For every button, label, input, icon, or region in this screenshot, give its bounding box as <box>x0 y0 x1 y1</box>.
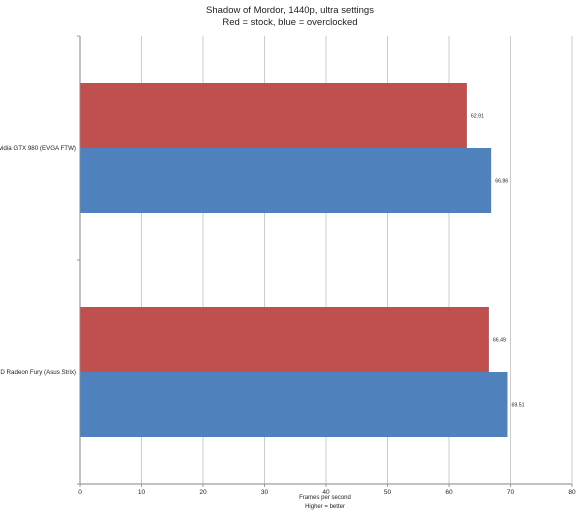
axes: Nvidia GTX 980 (EVGA FTW) AMD Radeon Fury… <box>0 35 576 496</box>
bar <box>80 307 489 372</box>
x-axis-title: Frames per second <box>299 495 351 501</box>
x-tick-label: 40 <box>322 489 330 496</box>
x-tick-label: 80 <box>568 489 576 496</box>
chart-title: Shadow of Mordor, 1440p, ultra settings <box>206 5 374 16</box>
category-label: AMD Radeon Fury (Asus Strix) <box>0 369 76 376</box>
x-tick-label: 10 <box>138 489 146 496</box>
bar <box>80 148 492 213</box>
x-tick-label: 30 <box>261 489 269 496</box>
data-label: 66.49 <box>493 338 506 344</box>
x-tick-label: 50 <box>384 489 392 496</box>
x-tick-label: 70 <box>507 489 515 496</box>
data-label: 62.91 <box>471 114 484 120</box>
x-tick-label: 20 <box>199 489 207 496</box>
category-label: Nvidia GTX 980 (EVGA FTW) <box>0 145 76 152</box>
bar <box>80 83 467 148</box>
x-tick-label: 60 <box>445 489 453 496</box>
chart-subtitle: Red = stock, blue = overclocked <box>222 17 357 28</box>
x-tick-label: 0 <box>78 489 82 496</box>
data-label: 69.51 <box>511 403 524 409</box>
data-label: 66.86 <box>495 179 508 185</box>
bars: 62.91 66.86 66.49 69.51 <box>80 83 525 437</box>
x-axis-subtitle: Higher = better <box>305 504 345 510</box>
bar <box>80 372 508 437</box>
